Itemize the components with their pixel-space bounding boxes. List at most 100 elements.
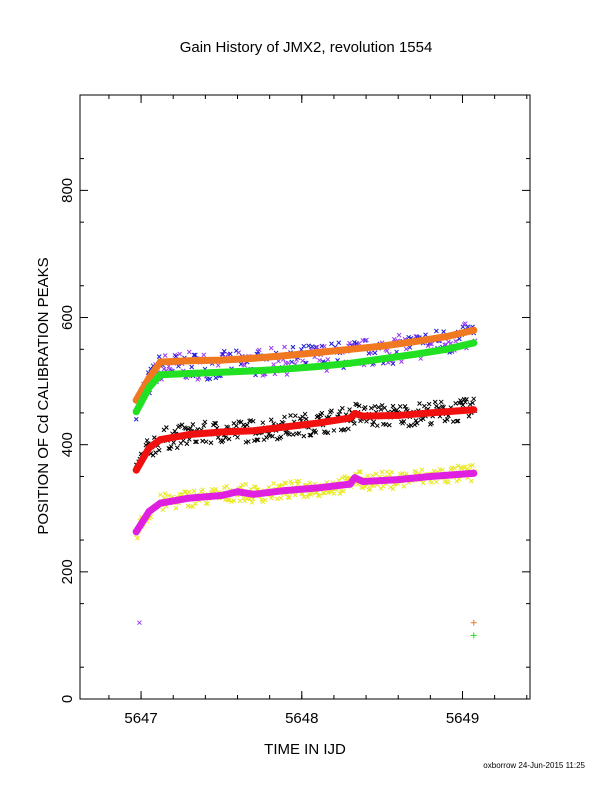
low-scatter-point bbox=[271, 481, 277, 486]
upper-scatter-point bbox=[221, 348, 227, 354]
low-scatter-point bbox=[260, 499, 266, 505]
upper-scatter-point bbox=[177, 351, 182, 357]
y-tick-label: 200 bbox=[59, 559, 76, 584]
mid-scatter-point bbox=[144, 438, 150, 443]
upper-fit-b-point bbox=[156, 371, 164, 379]
mid-fit-point bbox=[359, 412, 367, 420]
low-scatter-point bbox=[166, 493, 172, 499]
mid-scatter-point bbox=[402, 404, 408, 409]
low-scatter-point bbox=[158, 492, 163, 498]
upper-fit-b-point bbox=[132, 408, 140, 416]
upper-scatter-point bbox=[406, 334, 412, 340]
mid-scatter-point bbox=[307, 432, 313, 438]
upper-fit-point bbox=[378, 342, 386, 350]
low-scatter-point bbox=[468, 478, 474, 484]
low-fit-point bbox=[394, 476, 402, 484]
mid-scatter-point bbox=[192, 439, 198, 445]
mid-scatter-point bbox=[374, 423, 380, 429]
low-scatter-point bbox=[336, 477, 342, 483]
low-fit-point bbox=[282, 486, 290, 494]
mid-scatter-point bbox=[164, 425, 169, 430]
low-scatter-point bbox=[274, 496, 280, 502]
mid-scatter-point bbox=[153, 450, 158, 455]
upper-fit-point bbox=[217, 356, 225, 364]
low-scatter-point bbox=[205, 501, 210, 507]
low-scatter-point bbox=[226, 498, 232, 503]
low-fit-point bbox=[314, 484, 322, 492]
mid-scatter-point bbox=[444, 417, 450, 422]
upper-fit-point bbox=[250, 354, 258, 362]
upper-fit-b-point bbox=[378, 355, 386, 363]
low-scatter-point bbox=[360, 485, 366, 491]
mid-scatter-point bbox=[467, 402, 473, 407]
low-fit-point bbox=[132, 528, 140, 536]
mid-scatter-point bbox=[156, 447, 162, 453]
y-tick-label: 400 bbox=[59, 432, 76, 457]
upper-scatter-point bbox=[313, 345, 319, 350]
x-tick-label: 5649 bbox=[446, 710, 479, 727]
low-scatter-point bbox=[135, 535, 140, 541]
mid-scatter-point bbox=[260, 420, 266, 426]
upper-scatter-point bbox=[284, 372, 290, 377]
upper-scatter-point bbox=[453, 338, 459, 344]
low-scatter-point bbox=[243, 481, 249, 487]
mid-fit-point bbox=[156, 436, 164, 444]
upper-scatter-point bbox=[314, 344, 320, 350]
low-scatter-point bbox=[321, 490, 327, 496]
upper-scatter-point bbox=[407, 345, 413, 350]
mid-scatter-point bbox=[432, 399, 438, 405]
mid-scatter-point bbox=[184, 441, 190, 447]
low-scatter-point bbox=[401, 484, 407, 489]
mid-scatter-point bbox=[421, 403, 427, 409]
low-scatter-point bbox=[192, 501, 198, 507]
upper-scatter-point bbox=[456, 336, 462, 342]
upper-scatter-point bbox=[161, 366, 167, 372]
mid-scatter-point bbox=[354, 402, 360, 408]
low-scatter-point bbox=[431, 468, 437, 474]
mid-fit-point bbox=[145, 444, 153, 452]
mid-fit-point bbox=[314, 419, 322, 427]
low-scatter-point bbox=[283, 481, 289, 486]
upper-fit-b-point bbox=[217, 368, 225, 376]
upper-scatter-point bbox=[156, 354, 162, 359]
upper-scatter-point bbox=[309, 344, 315, 349]
low-fit-point bbox=[217, 492, 225, 500]
low-scatter-point bbox=[331, 491, 337, 496]
mid-scatter-point bbox=[383, 422, 389, 427]
upper-scatter-point bbox=[227, 351, 233, 357]
mid-scatter-point bbox=[290, 432, 296, 437]
low-scatter-point bbox=[191, 488, 197, 494]
mid-scatter-point bbox=[382, 405, 387, 411]
mid-scatter-point bbox=[188, 425, 193, 431]
low-scatter-point bbox=[266, 484, 272, 490]
low-scatter-point bbox=[301, 494, 307, 500]
low-scatter-point bbox=[379, 469, 385, 475]
mid-scatter-point bbox=[390, 403, 396, 409]
upper-scatter-point bbox=[403, 346, 409, 352]
upper-fit-point bbox=[346, 345, 354, 353]
mid-scatter-point bbox=[455, 418, 461, 424]
mid-scatter-point bbox=[264, 435, 269, 440]
low-scatter-point bbox=[358, 469, 363, 475]
mid-scatter-point bbox=[174, 445, 180, 451]
mid-scatter-point bbox=[387, 422, 392, 428]
upper-scatter-point bbox=[446, 339, 451, 345]
mid-scatter-point bbox=[233, 423, 239, 429]
mid-scatter-point bbox=[471, 396, 477, 402]
upper-fit-b-point bbox=[346, 359, 354, 367]
mid-scatter-point bbox=[368, 405, 374, 411]
mid-scatter-point bbox=[278, 434, 284, 440]
upper-fit-point bbox=[185, 357, 193, 365]
low-scatter-point bbox=[341, 488, 346, 494]
upper-scatter-point bbox=[329, 341, 334, 347]
mid-fit-point bbox=[282, 423, 290, 431]
low-fit-point bbox=[426, 472, 434, 480]
mid-scatter-point bbox=[413, 418, 419, 424]
low-scatter-point bbox=[300, 491, 305, 497]
upper-scatter-point bbox=[391, 336, 397, 342]
mid-fit-series bbox=[132, 406, 478, 474]
upper-scatter-point bbox=[399, 359, 404, 364]
low-scatter-point bbox=[337, 491, 343, 496]
low-fit-line bbox=[132, 469, 478, 536]
mid-scatter-point bbox=[362, 405, 368, 410]
